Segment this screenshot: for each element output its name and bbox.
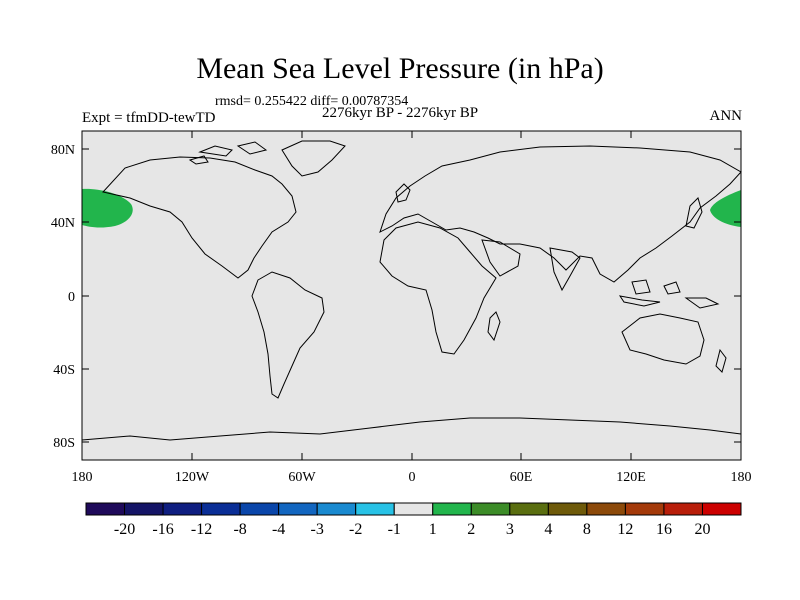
- lon-label: 180: [731, 470, 752, 485]
- colorbar-box: [586, 502, 626, 516]
- colorbar-label: 20: [694, 521, 710, 538]
- lat-label: 80N: [51, 143, 75, 158]
- lat-label: 40S: [53, 363, 75, 378]
- colorbar-box: [201, 502, 241, 516]
- colorbar-label: -1: [388, 521, 401, 538]
- colorbar: [85, 502, 742, 516]
- coastlines: [81, 140, 742, 441]
- lon-label: 60E: [510, 470, 533, 485]
- lon-label: 60W: [288, 470, 316, 485]
- colorbar-box: [663, 502, 703, 516]
- stats-label: rmsd= 0.255422 diff= 0.00787354: [215, 94, 409, 109]
- lon-label: 120W: [175, 470, 210, 485]
- colorbar-box: [432, 502, 472, 516]
- plot-title: Mean Sea Level Pressure (in hPa): [196, 52, 604, 85]
- colorbar-box: [239, 502, 280, 516]
- lat-label: 0: [68, 290, 75, 305]
- lat-label: 80S: [53, 436, 75, 451]
- colorbar-label: -16: [152, 521, 173, 538]
- season-label: ANN: [709, 108, 743, 124]
- anomaly-patch-east: [710, 190, 741, 227]
- colorbar-box: [278, 502, 318, 516]
- colorbar-box: [701, 502, 742, 516]
- colorbar-box: [355, 502, 395, 516]
- lon-ticks: [81, 131, 742, 460]
- colorbar-label: 4: [544, 521, 552, 538]
- colorbar-label: -2: [349, 521, 362, 538]
- colorbar-box: [509, 502, 549, 516]
- colorbar-box: [162, 502, 203, 516]
- map-background: [82, 131, 741, 460]
- colorbar-label: 2: [467, 521, 475, 538]
- colorbar-label: 3: [506, 521, 514, 538]
- colorbar-box: [124, 502, 164, 516]
- colorbar-label: 8: [583, 521, 591, 538]
- anomaly-patch-west: [82, 188, 133, 228]
- colorbar-label: -12: [191, 521, 212, 538]
- colorbar-label: 16: [656, 521, 672, 538]
- colorbar-label: -4: [272, 521, 285, 538]
- lat-label: 40N: [51, 216, 75, 231]
- lat-ticks: [82, 148, 741, 443]
- period-label: 2276kyr BP - 2276kyr BP: [322, 105, 479, 121]
- colorbar-box: [316, 502, 357, 516]
- colorbar-label: -3: [311, 521, 324, 538]
- colorbar-label: 1: [429, 521, 437, 538]
- lon-label: 180: [72, 470, 93, 485]
- colorbar-box: [624, 502, 665, 516]
- colorbar-box: [85, 502, 126, 516]
- colorbar-box: [393, 502, 434, 516]
- colorbar-label: -20: [114, 521, 135, 538]
- colorbar-label: 12: [617, 521, 633, 538]
- experiment-label: Expt = tfmDD-tewTD: [82, 110, 216, 126]
- lat-labels: 80N 40N 0 40S 80S: [51, 143, 75, 451]
- lon-label: 0: [409, 470, 416, 485]
- lon-labels: 180 120W 60W 0 60E 120E 180: [72, 470, 752, 485]
- colorbar-label: -8: [233, 521, 246, 538]
- colorbar-labels: -20 -16 -12 -8 -4 -3 -2 -1 1 2 3 4 8 12 …: [114, 521, 711, 538]
- lon-label: 120E: [616, 470, 646, 485]
- colorbar-box: [470, 502, 511, 516]
- colorbar-box: [547, 502, 588, 516]
